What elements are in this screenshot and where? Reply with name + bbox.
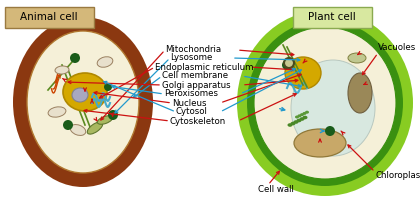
Text: Animal cell: Animal cell — [20, 12, 78, 22]
Ellipse shape — [302, 112, 307, 115]
Text: Cytosol: Cytosol — [176, 108, 208, 117]
Ellipse shape — [70, 53, 80, 63]
Ellipse shape — [63, 73, 107, 111]
Ellipse shape — [295, 116, 299, 118]
Text: Nucleus: Nucleus — [172, 98, 207, 108]
Ellipse shape — [63, 120, 73, 130]
Ellipse shape — [70, 125, 86, 135]
Ellipse shape — [297, 119, 302, 122]
Ellipse shape — [348, 53, 366, 63]
Text: Chloroplasts: Chloroplasts — [375, 171, 420, 180]
Ellipse shape — [97, 57, 113, 67]
Text: Cell membrane: Cell membrane — [162, 71, 228, 80]
Ellipse shape — [282, 60, 292, 70]
FancyBboxPatch shape — [5, 7, 94, 28]
Text: Vacuoles: Vacuoles — [378, 43, 416, 52]
Ellipse shape — [291, 122, 296, 125]
Text: Lysosome: Lysosome — [170, 54, 213, 63]
Text: Cytoskeleton: Cytoskeleton — [170, 117, 226, 126]
Ellipse shape — [294, 129, 346, 157]
Ellipse shape — [97, 116, 113, 124]
Ellipse shape — [108, 110, 118, 120]
Ellipse shape — [72, 88, 88, 102]
Ellipse shape — [299, 117, 304, 121]
Ellipse shape — [247, 20, 403, 186]
Ellipse shape — [237, 10, 413, 196]
Ellipse shape — [294, 120, 299, 124]
Text: Endoplasmic reticulum: Endoplasmic reticulum — [155, 63, 254, 71]
Text: Cell wall: Cell wall — [258, 185, 294, 194]
Ellipse shape — [300, 113, 304, 116]
Ellipse shape — [305, 111, 309, 114]
Ellipse shape — [348, 73, 372, 113]
Text: Peroxisomes: Peroxisomes — [164, 89, 218, 98]
Ellipse shape — [48, 107, 66, 117]
Ellipse shape — [55, 66, 69, 74]
Ellipse shape — [104, 83, 112, 91]
Ellipse shape — [13, 17, 153, 187]
FancyBboxPatch shape — [292, 7, 372, 28]
Ellipse shape — [285, 57, 321, 89]
Text: Plant cell: Plant cell — [308, 12, 356, 22]
Ellipse shape — [302, 116, 307, 119]
Ellipse shape — [288, 123, 292, 127]
Ellipse shape — [254, 27, 396, 179]
Ellipse shape — [291, 60, 375, 156]
Ellipse shape — [284, 58, 294, 68]
Ellipse shape — [325, 126, 335, 136]
Ellipse shape — [87, 122, 103, 134]
Ellipse shape — [297, 114, 302, 117]
Text: Golgi apparatus: Golgi apparatus — [162, 80, 231, 89]
Ellipse shape — [27, 31, 139, 173]
Text: Mitochondria: Mitochondria — [165, 46, 221, 55]
